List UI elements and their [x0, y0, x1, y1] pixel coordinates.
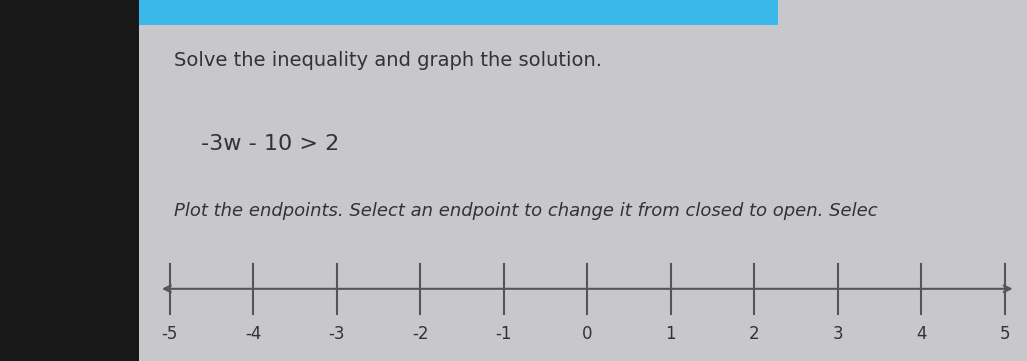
Text: -1: -1 [495, 325, 512, 343]
Text: Solve the inequality and graph the solution.: Solve the inequality and graph the solut… [175, 51, 602, 70]
Text: 3: 3 [833, 325, 843, 343]
Text: -3: -3 [329, 325, 345, 343]
Text: 5: 5 [999, 325, 1010, 343]
Text: -3w - 10 > 2: -3w - 10 > 2 [201, 134, 339, 153]
Text: -4: -4 [245, 325, 262, 343]
Text: Plot the endpoints. Select an endpoint to change it from closed to open. Selec: Plot the endpoints. Select an endpoint t… [175, 202, 878, 220]
Text: -2: -2 [412, 325, 428, 343]
Text: -5: -5 [161, 325, 178, 343]
Bar [139, 0, 778, 25]
Text: 2: 2 [749, 325, 760, 343]
Text: 1: 1 [665, 325, 676, 343]
Text: 4: 4 [916, 325, 926, 343]
Text: 0: 0 [582, 325, 593, 343]
